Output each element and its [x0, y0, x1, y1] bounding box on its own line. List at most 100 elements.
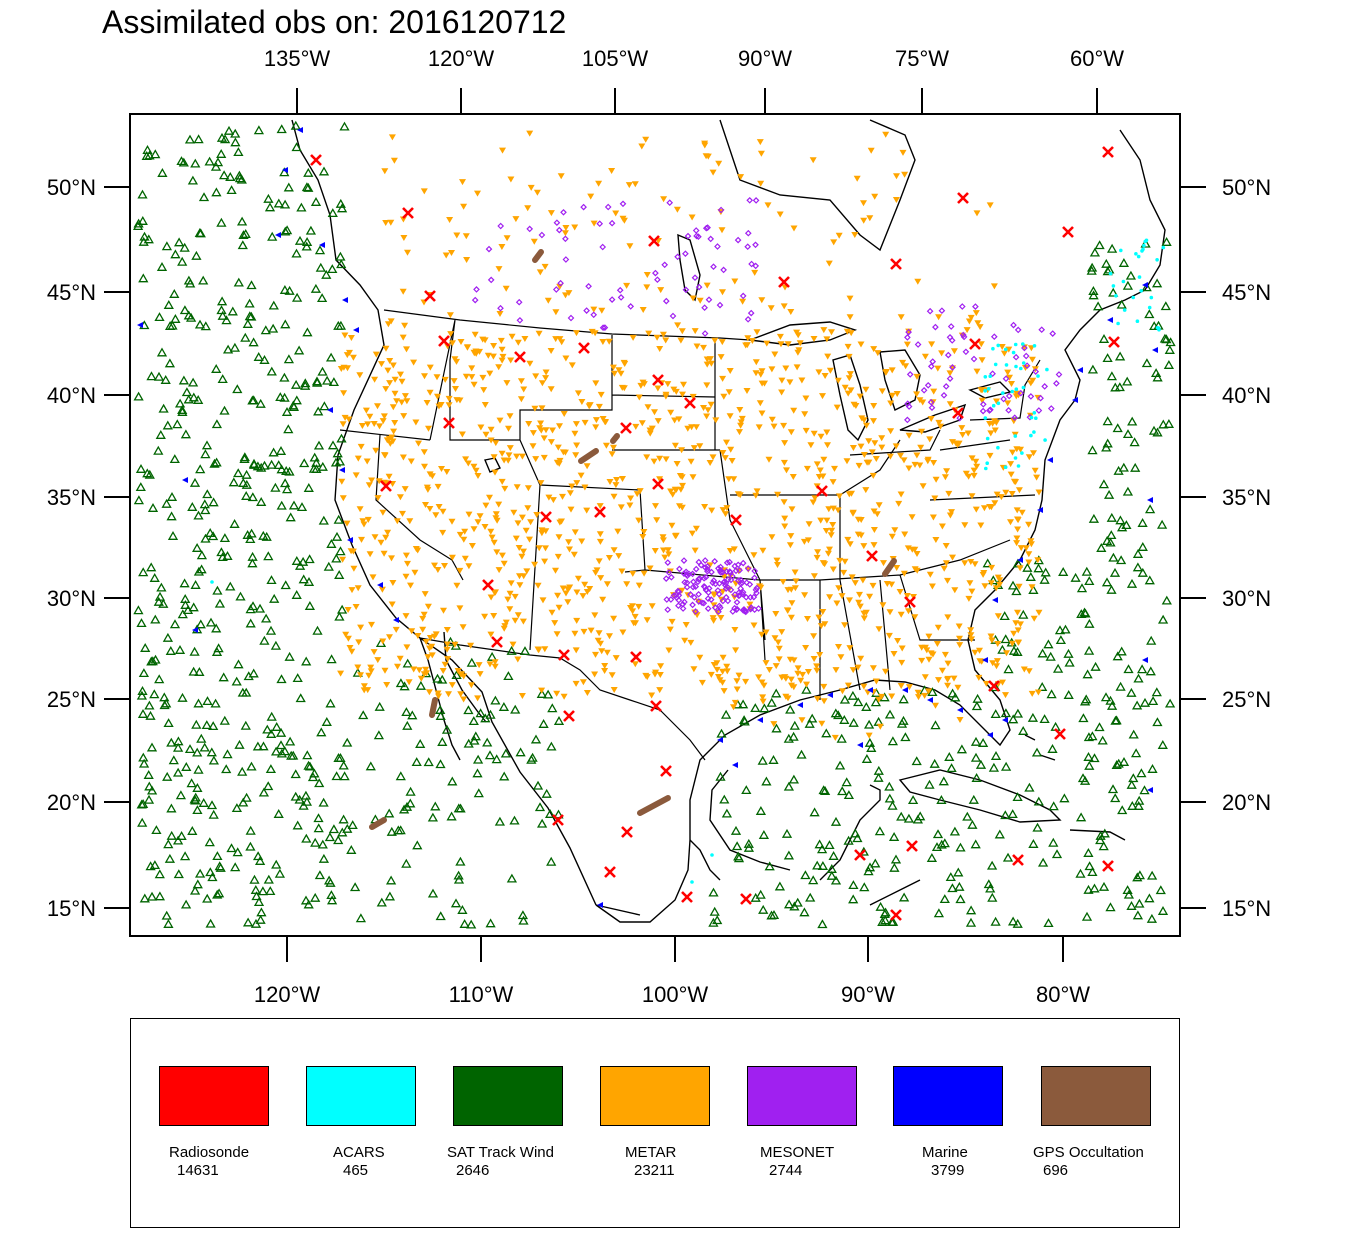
sat-wind-marker — [215, 862, 226, 872]
marine-marker — [282, 167, 288, 173]
sat-wind-marker — [190, 579, 201, 589]
sat-wind-marker — [275, 740, 287, 750]
metar-marker — [996, 577, 1004, 584]
metar-marker — [780, 459, 788, 466]
metar-marker — [867, 147, 875, 154]
sat-wind-marker — [398, 804, 410, 814]
marine-marker — [342, 297, 348, 303]
metar-marker — [780, 422, 788, 429]
sat-wind-marker — [270, 640, 282, 650]
metar-marker — [925, 688, 933, 695]
metar-marker — [403, 644, 411, 651]
mesonet-marker — [683, 583, 691, 591]
metar-marker — [890, 651, 898, 657]
sat-wind-marker — [323, 875, 335, 885]
mesonet-marker — [724, 576, 732, 583]
metar-marker — [508, 333, 516, 340]
sat-wind-marker — [447, 776, 458, 786]
legend: Radiosonde 14631 ACARS 465 SAT Track Win… — [130, 1018, 1180, 1228]
top-lon-label: 90°W — [738, 46, 792, 71]
metar-marker — [845, 353, 853, 360]
mesonet-marker — [662, 575, 670, 582]
sat-wind-marker — [313, 813, 324, 823]
bottom-lon-label: 80°W — [1036, 982, 1090, 1007]
metar-marker — [954, 684, 962, 691]
sat-wind-marker — [293, 345, 305, 355]
marine-marker — [732, 762, 738, 768]
sat-wind-marker — [285, 512, 296, 522]
metar-marker — [447, 331, 455, 338]
metar-marker — [723, 505, 731, 512]
mesonet-marker — [693, 232, 700, 240]
metar-marker — [1002, 692, 1009, 699]
metar-marker — [856, 393, 864, 400]
sat-wind-marker — [188, 392, 199, 402]
sat-wind-marker — [709, 906, 720, 916]
sat-wind-marker — [457, 904, 468, 914]
mesonet-marker — [740, 606, 748, 613]
metar-marker — [653, 517, 661, 524]
gps-occultation-marker — [578, 448, 599, 464]
sat-wind-marker — [161, 910, 172, 920]
sat-wind-marker — [1127, 416, 1138, 426]
metar-marker — [399, 510, 406, 517]
sat-wind-marker — [789, 901, 800, 911]
mesonet-marker — [739, 559, 747, 567]
metar-marker — [502, 285, 510, 292]
radiosonde-marker — [969, 338, 981, 350]
acars-marker — [1045, 367, 1049, 372]
sat-wind-marker — [189, 646, 200, 656]
radiosonde-marker — [1062, 226, 1074, 238]
sat-wind-marker — [1115, 515, 1126, 525]
metar-marker — [407, 582, 414, 589]
acars-marker — [1121, 279, 1126, 284]
metar-marker — [420, 611, 428, 618]
sat-wind-marker — [547, 703, 558, 713]
sat-wind-marker — [1157, 739, 1168, 749]
mesonet-marker — [674, 253, 681, 261]
sat-wind-marker — [318, 166, 330, 176]
metar-marker — [944, 682, 952, 689]
metar-marker — [866, 215, 874, 222]
acars-marker — [210, 580, 214, 584]
sat-wind-marker — [1087, 445, 1098, 455]
metar-marker — [789, 474, 797, 480]
metar-marker — [340, 390, 348, 397]
mesonet-marker — [682, 250, 689, 258]
metar-marker — [869, 582, 877, 589]
sat-wind-marker — [830, 875, 842, 885]
sat-wind-marker — [395, 771, 406, 781]
metar-marker — [547, 348, 555, 354]
metar-marker — [398, 399, 406, 406]
top-lon-label: 60°W — [1070, 46, 1124, 71]
metar-marker — [1015, 583, 1023, 590]
metar-marker — [541, 558, 549, 565]
metar-marker — [424, 654, 432, 661]
radiosonde-marker — [424, 290, 436, 302]
metar-marker — [599, 416, 607, 422]
mesonet-marker — [675, 602, 682, 610]
mesonet-marker — [538, 231, 546, 239]
legend-count: 14631 — [177, 1162, 219, 1179]
mesonet-marker — [732, 567, 740, 575]
metar-marker — [613, 477, 621, 483]
metar-marker — [598, 307, 606, 314]
sat-wind-marker — [221, 315, 232, 325]
sat-wind-marker — [270, 746, 282, 756]
metar-marker — [756, 139, 764, 146]
metar-marker — [359, 518, 367, 525]
metar-marker — [461, 528, 469, 535]
sat-wind-marker — [153, 371, 165, 381]
sat-wind-marker — [136, 618, 147, 628]
metar-marker — [391, 376, 399, 383]
sat-wind-marker — [234, 739, 245, 749]
sat-wind-marker — [395, 678, 407, 688]
metar-marker — [689, 295, 697, 302]
mesonet-marker — [751, 574, 758, 582]
sat-wind-marker — [270, 482, 281, 492]
metar-marker — [879, 602, 887, 609]
metar-marker — [566, 490, 574, 497]
sat-wind-marker — [342, 823, 353, 833]
sat-wind-marker — [281, 225, 293, 235]
sat-wind-marker — [809, 807, 820, 817]
